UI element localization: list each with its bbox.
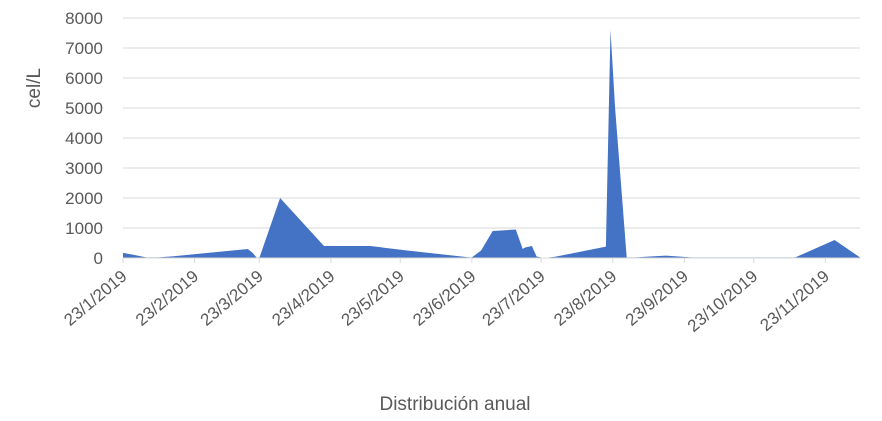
y-tick-label: 1000	[65, 219, 103, 238]
y-tick-label: 8000	[65, 9, 103, 28]
y-tick-label: 2000	[65, 189, 103, 208]
x-tick-label: 23/8/2019	[550, 267, 620, 330]
x-tick-label: 23/4/2019	[268, 267, 338, 330]
y-tick-label: 7000	[65, 39, 103, 58]
gridlines	[123, 17, 860, 229]
y-tick-label: 6000	[65, 69, 103, 88]
y-tick-label: 5000	[65, 99, 103, 118]
x-tick-label: 23/5/2019	[338, 267, 408, 330]
x-tick-label: 23/10/2019	[684, 267, 761, 336]
x-tick-label: 23/7/2019	[479, 267, 549, 330]
x-tick-label: 23/9/2019	[622, 267, 692, 330]
y-tick-label: 0	[94, 249, 103, 268]
x-tick-label: 23/11/2019	[756, 267, 832, 335]
x-tick-label: 23/1/2019	[60, 267, 130, 330]
x-tick-label: 23/6/2019	[409, 267, 479, 330]
series-area	[123, 30, 860, 258]
x-tick-label: 23/3/2019	[197, 267, 267, 330]
y-axis-tick-labels: 0 1000 2000 3000 4000 5000 6000 7000 8000	[65, 9, 103, 268]
y-tick-label: 3000	[65, 159, 103, 178]
y-tick-label: 4000	[65, 129, 103, 148]
x-axis-title: Distribución anual	[379, 394, 530, 415]
y-axis-title: cel/L	[24, 68, 45, 108]
x-tick-label: 23/2/2019	[132, 267, 202, 330]
